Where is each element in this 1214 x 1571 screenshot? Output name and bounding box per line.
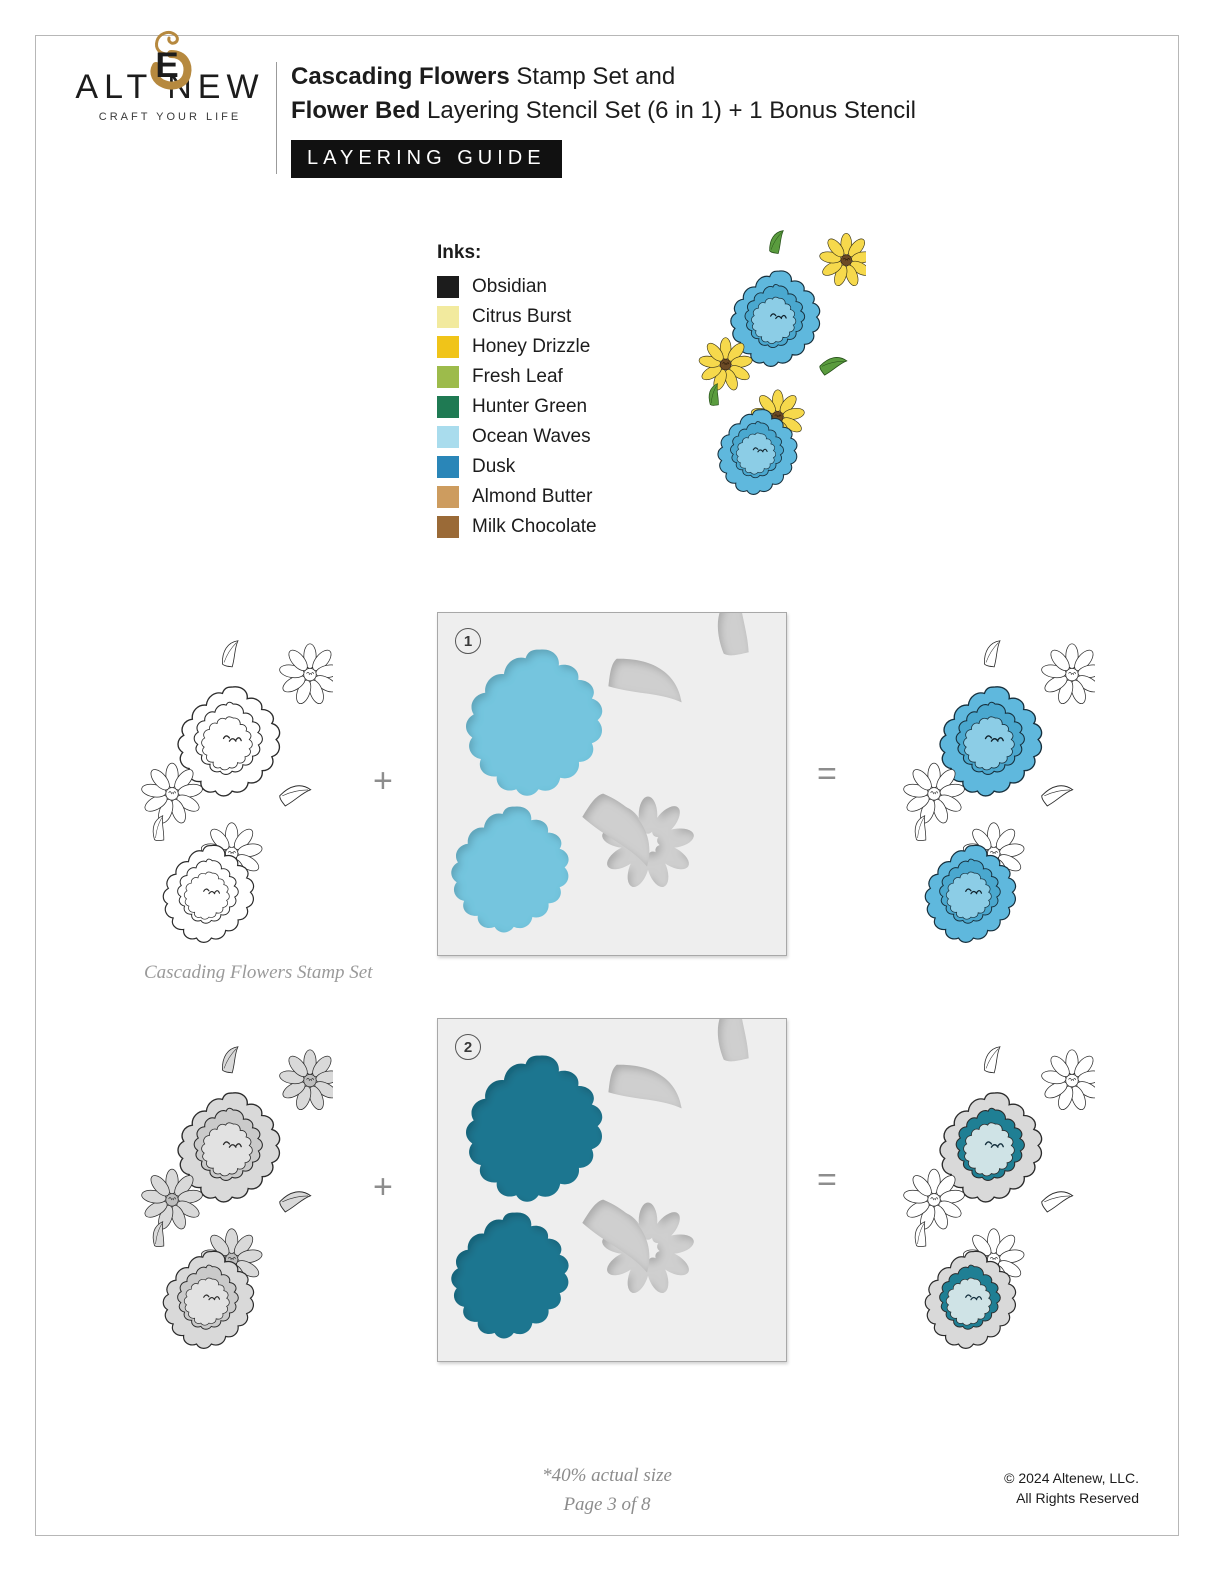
svg-text:E: E: [155, 46, 184, 85]
